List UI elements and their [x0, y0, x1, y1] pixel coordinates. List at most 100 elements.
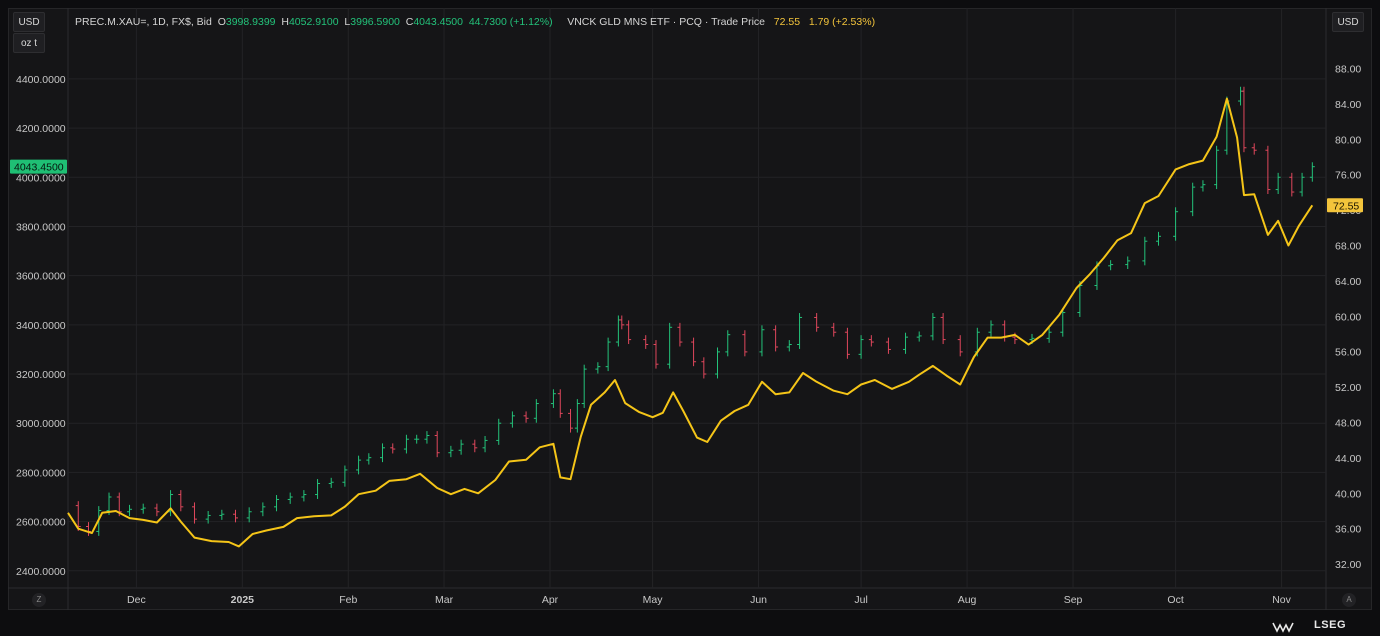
ohlc-bar	[1190, 182, 1196, 217]
ohlc-bar	[1002, 320, 1008, 342]
ohlc-bar	[533, 399, 539, 423]
ohlc-bar	[472, 439, 478, 453]
ohlc-bar	[759, 325, 765, 357]
ohlc-bar	[550, 389, 556, 408]
x-tick-label: Apr	[542, 594, 559, 606]
series2-price: 72.55	[773, 16, 801, 28]
right-last-value-box	[1327, 198, 1363, 213]
ohlc-bar	[342, 465, 348, 487]
ohlc-bar	[1142, 236, 1148, 266]
ohlc-bar	[1046, 327, 1052, 343]
last-value-tags: 4043.4500 72.55	[10, 159, 1363, 213]
ohlc-bar	[988, 320, 994, 337]
close-label: C	[405, 16, 414, 28]
ohlc-bar	[260, 502, 266, 517]
ohlc-bar	[1251, 143, 1257, 155]
left-tick-label: 3000.0000	[16, 418, 66, 430]
ohlc-bar	[424, 431, 430, 444]
left-tick-label: 2800.0000	[16, 467, 66, 479]
ohlc-bar	[191, 502, 197, 524]
right-tick-label: 68.00	[1335, 241, 1361, 253]
ohlc-bar	[1275, 172, 1281, 194]
ohlc-bar	[482, 436, 488, 453]
right-tick-label: 84.00	[1335, 99, 1361, 111]
high-value: 4052.9100	[288, 16, 339, 28]
x-tick-label: May	[643, 594, 664, 606]
etf-line-series	[67, 97, 1314, 548]
ohlc-bar	[1155, 231, 1161, 246]
open-label: O	[217, 16, 226, 28]
ohlc-bar	[458, 439, 464, 455]
ohlc-bar	[356, 455, 362, 475]
left-tick-label: 3400.0000	[16, 320, 66, 332]
ohlc-bar	[1200, 180, 1206, 192]
series2-name[interactable]: VNCK GLD MNS ETF · PCQ · Trade Price	[567, 16, 765, 28]
ohlc-bar	[1309, 162, 1315, 182]
left-tick-label: 4000.0000	[16, 172, 66, 184]
ohlc-bar	[574, 399, 580, 433]
ohlc-bar	[786, 340, 792, 352]
left-tick-label: 3600.0000	[16, 271, 66, 283]
ohlc-bar	[380, 443, 385, 463]
x-tick-label: Jul	[854, 594, 867, 606]
left-currency-button[interactable]: USD	[13, 12, 45, 32]
high-label: H	[281, 16, 289, 28]
left-last-value-label: 4043.4500	[14, 162, 64, 174]
ohlc-bar	[1289, 172, 1295, 197]
right-y-axis: 32.00 36.00 40.00 44.00 48.00 52.00 56.00 60.00…	[1335, 64, 1361, 572]
right-tick-label: 48.00	[1335, 418, 1361, 430]
x-tick-label: 2025	[231, 594, 255, 606]
series1-name[interactable]: PREC.M.XAU=, 1D, FX$, Bid	[75, 16, 212, 28]
right-tick-label: 76.00	[1335, 170, 1361, 182]
chart-frame	[8, 8, 1372, 610]
ohlc-bar	[1125, 256, 1131, 270]
ohlc-bar	[605, 337, 611, 372]
left-y-axis: 2400.0000 2600.0000 2800.0000 3000.0000 3200…	[16, 74, 66, 578]
ohlc-bar	[619, 315, 625, 330]
left-unit-button[interactable]: oz t	[13, 33, 45, 53]
ohlc-bar	[178, 490, 184, 512]
ohlc-bar	[568, 408, 574, 433]
ohlc-bar	[274, 495, 280, 512]
ohlc-bar	[154, 503, 160, 517]
close-value: 4043.4500	[413, 16, 463, 28]
right-currency-button[interactable]: USD	[1332, 12, 1364, 32]
grid-lines	[8, 8, 1372, 610]
left-tick-label: 2600.0000	[16, 517, 66, 529]
ohlc-bar	[219, 509, 225, 520]
right-tick-label: 56.00	[1335, 347, 1361, 359]
ohlc-bar	[1108, 260, 1114, 271]
x-tick-label: Nov	[1272, 594, 1291, 606]
ohlc-bar	[742, 330, 748, 357]
ohlc-bar	[667, 322, 673, 369]
ohlc-bar	[523, 411, 529, 423]
right-tick-label: 52.00	[1335, 382, 1361, 394]
ohlc-bar	[328, 477, 334, 488]
auto-scale-button[interactable]: A	[1342, 593, 1356, 607]
ohlc-bar	[844, 327, 850, 359]
right-tick-label: 88.00	[1335, 64, 1361, 76]
ohlc-bar	[940, 313, 946, 345]
ohlc-bar	[86, 522, 92, 536]
ohlc-bar	[233, 509, 239, 523]
x-tick-label: Mar	[435, 594, 454, 606]
open-value: 3998.9399	[225, 16, 276, 28]
footer-bar	[0, 618, 1380, 636]
ohlc-bar	[1173, 207, 1179, 241]
ohlc-bar	[581, 364, 587, 408]
ohlc-bar	[1265, 145, 1271, 194]
ohlc-bar	[916, 331, 922, 342]
ohlc-bar	[1241, 86, 1247, 153]
ohlc-bar	[315, 479, 321, 499]
ohlc-bar	[797, 313, 803, 349]
series1-change: 44.7300 (+1.12%)	[468, 16, 553, 28]
x-tick-label: Jun	[750, 594, 767, 606]
ohlc-bar	[701, 357, 707, 379]
ohlc-bar	[496, 418, 502, 445]
zoom-button[interactable]: Z	[32, 593, 46, 607]
ohlc-bar	[414, 434, 420, 444]
ohlc-bar	[715, 347, 721, 379]
ohlc-bar	[287, 492, 293, 504]
ohlc-bar	[1299, 172, 1305, 197]
